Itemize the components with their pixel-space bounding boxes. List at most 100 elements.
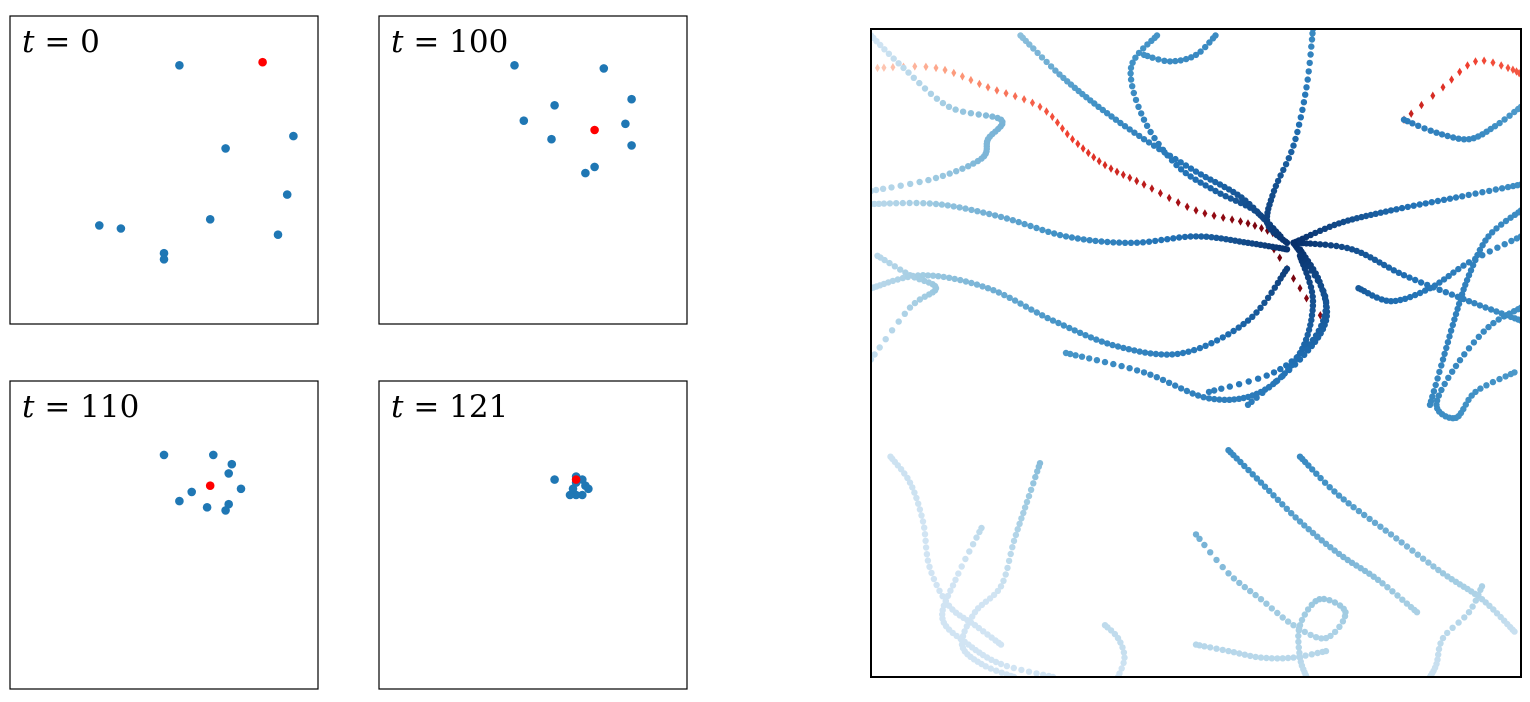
agent-trail-point: [1140, 116, 1148, 123]
agent-trail-point: [1470, 339, 1478, 346]
agent-trail-point: [1155, 56, 1162, 63]
agent-trail-point: [1211, 395, 1218, 403]
agent-trail-point: [955, 570, 962, 577]
agent-trail-point: [1135, 103, 1142, 111]
target-trail-point: [951, 68, 957, 78]
agent-trail-point: [1338, 243, 1346, 251]
agent-trail-point: [1158, 351, 1165, 358]
agent-trail-point: [1306, 341, 1313, 348]
target-trail-point: [1096, 157, 1102, 166]
agent-trail-point: [1231, 396, 1238, 403]
agent-trail-point: [897, 266, 904, 273]
agent-trail-point: [1282, 161, 1290, 168]
agent-trail-point: [1326, 223, 1333, 230]
agent-trail-point: [1264, 294, 1272, 301]
agent-trail-point: [1321, 312, 1328, 320]
agent-trail-point: [1302, 652, 1309, 659]
agent-trail-point: [953, 168, 960, 175]
agent-trail-point: [1297, 114, 1305, 121]
agent-trail-point: [1030, 480, 1037, 487]
agent-trail-point: [1232, 197, 1240, 204]
agent-trail-point: [1025, 668, 1033, 675]
agent-trail-point: [984, 285, 992, 292]
agent-trail-point: [1230, 575, 1238, 582]
agent-trail-point: [1309, 298, 1317, 305]
target-trail-point: [1440, 83, 1446, 92]
agent-trail-point: [888, 327, 896, 334]
agent-trail-point: [1387, 207, 1395, 214]
agent-trail-point: [1200, 394, 1207, 401]
panel-marks: [95, 57, 298, 264]
agent-trail-point: [1194, 392, 1202, 399]
agent-trail-point: [1030, 45, 1037, 52]
agent-trail-point: [1103, 110, 1111, 117]
agent-trail-point: [1245, 466, 1252, 474]
agent-trail-point: [1177, 385, 1185, 392]
agent-trail-point: [1117, 119, 1124, 127]
agent-trail-point: [1283, 246, 1291, 253]
agent-trail-point: [1040, 671, 1047, 677]
agent-trail-point: [1044, 314, 1051, 322]
agent-trail-point: [1211, 387, 1218, 394]
agent-trail-point: [1398, 204, 1406, 212]
agent-trail-point: [946, 274, 953, 281]
target-trail-point: [912, 62, 918, 71]
agent-trail-point: [1283, 239, 1291, 246]
agent-trail-point: [1475, 591, 1482, 598]
agent-trail-point: [1222, 193, 1229, 200]
agent-trail-point: [1279, 501, 1286, 508]
agent-trail-point: [1321, 479, 1329, 486]
agent-trail-point: [1292, 514, 1299, 521]
agent-trail-point: [916, 79, 923, 87]
agent-trail-point: [926, 563, 933, 570]
agent-trail-point: [1219, 334, 1227, 341]
agent-trail-point: [1303, 84, 1310, 91]
agent-trail-point: [1139, 239, 1147, 246]
agent-trail-point: [1147, 128, 1154, 136]
agent-trail-point: [1245, 378, 1252, 385]
agent-trail-point: [1305, 326, 1313, 334]
agent-trail-point: [1306, 279, 1313, 286]
target-trail-point: [923, 62, 929, 71]
agent-trail-point: [1127, 70, 1134, 77]
agent-trail-point: [1436, 279, 1443, 286]
agent-trail-point: [956, 204, 963, 211]
agent-trail-point: [1493, 225, 1500, 232]
agent-trail-point: [1378, 296, 1385, 303]
agent-trail-point: [966, 548, 973, 555]
target-trail-point: [1220, 213, 1226, 222]
agent-trail-point: [1372, 210, 1379, 217]
target-trail-point: [1166, 193, 1172, 203]
agent-trail-point: [915, 500, 922, 507]
snapshot-panel-t121: t = 121: [378, 380, 688, 690]
agent-trail-point: [880, 200, 888, 207]
agent-trail-point: [1219, 646, 1226, 654]
agent-trail-point: [932, 174, 940, 182]
agent-trail-point: [987, 665, 994, 672]
agent-point: [224, 469, 233, 478]
agent-trail-point: [1192, 51, 1200, 59]
agent-trail-point: [899, 199, 906, 207]
agent-trail-point: [1331, 599, 1339, 606]
agent-trail-point: [1133, 367, 1141, 374]
agent-trail-point: [1295, 638, 1302, 645]
agent-trail-point: [1479, 252, 1486, 259]
agent-trail-point: [1248, 398, 1255, 405]
agent-trail-point: [1307, 321, 1314, 329]
agent-trail-point: [968, 206, 975, 214]
agent-trail-point: [1309, 30, 1316, 37]
agent-point: [95, 221, 104, 230]
agent-trail-point: [963, 623, 970, 630]
agent-trail-point: [1435, 392, 1443, 399]
agent-trail-point: [1170, 235, 1177, 242]
snapshot-panel-t100: t = 100: [378, 15, 688, 325]
agent-trail-point: [1508, 237, 1515, 245]
agent-trail-point: [1055, 319, 1062, 327]
agent-trail-point: [1493, 308, 1500, 315]
agent-trail-point: [1140, 45, 1147, 52]
agent-trail-point: [871, 351, 878, 358]
agent-trail-point: [1072, 352, 1079, 359]
agent-trail-point: [1366, 515, 1373, 523]
agent-trail-point: [911, 489, 918, 496]
agent-trail-point: [1253, 475, 1261, 482]
